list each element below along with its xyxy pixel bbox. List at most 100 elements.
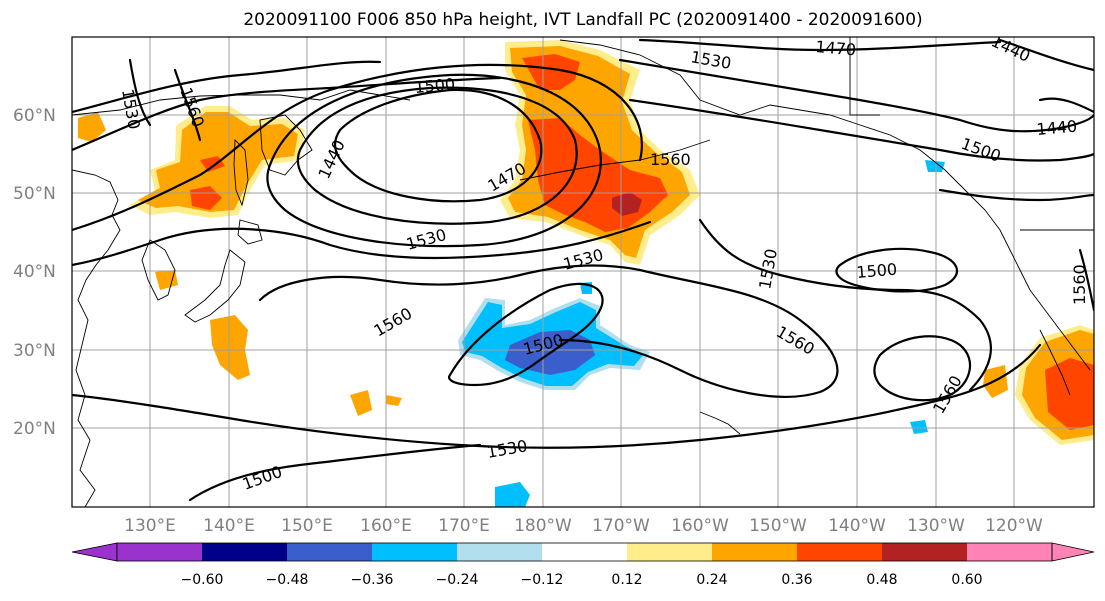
ivt-positive-region-kurils [78, 112, 106, 142]
contour-line [698, 218, 992, 392]
ivt-negative-region-alaska [925, 160, 945, 172]
contour-line [72, 76, 502, 152]
coast-japan [184, 249, 246, 323]
coast-north-america [999, 229, 1091, 371]
lat-label-20n: 20°N [13, 419, 56, 439]
contour-line [266, 73, 602, 248]
colorbar-segment [712, 543, 797, 561]
coast-aleutians [519, 139, 711, 181]
coast-alaska [559, 39, 1001, 231]
lon-label-170e: 170°E [438, 516, 490, 536]
contour-label: 1560 [1070, 264, 1089, 305]
longitude-labels: 130°E 140°E 150°E 160°E 170°E 180°W 170°… [124, 516, 1043, 536]
colorbar-segment [287, 543, 372, 561]
colorbar: −0.60 −0.48 −0.36 −0.24 −0.12 0.12 0.24 … [71, 542, 1095, 588]
colorbar-tick-label: −0.36 [351, 572, 394, 588]
contour-line [638, 38, 1002, 52]
contour-label: 1440 [1036, 117, 1078, 139]
ivt-positive-region-small-2 [386, 395, 402, 406]
contour-label: 1560 [650, 150, 691, 169]
contour-line [72, 63, 643, 232]
contour-line [873, 335, 971, 402]
lon-label-130w: 130°W [907, 516, 965, 536]
coast-korea [141, 239, 176, 301]
lon-label-130e: 130°E [124, 516, 176, 536]
contour-line [998, 38, 1094, 72]
ivt-positive-region-japan [210, 315, 250, 380]
map-panel: 1530 1560 1500 1470 1440 1440 1440 1500 … [71, 36, 1095, 508]
colorbar-tick-label: 0.48 [866, 572, 897, 588]
lon-label-120w: 120°W [985, 516, 1043, 536]
lon-label-140w: 140°W [828, 516, 886, 536]
figure-title: 2020091100 F006 850 hPa height, IVT Land… [243, 10, 922, 30]
colorbar-outline [116, 542, 1053, 562]
contour-line [628, 98, 1094, 162]
ivt-positive-region-northwest-red [190, 186, 222, 210]
contour-line [72, 343, 1042, 449]
contour-label: 1500 [414, 75, 456, 97]
colorbar-tick-label: −0.60 [181, 572, 224, 588]
colorbar-segment [117, 543, 202, 561]
ivt-negative-region-small-1 [910, 420, 928, 434]
contour-label: 1500 [856, 260, 898, 282]
contour-line [618, 58, 1094, 133]
ivt-positive-region-east-china [155, 270, 178, 290]
contour-line [835, 247, 958, 293]
colorbar-tick-label: 0.36 [781, 572, 812, 588]
colorbar-segment [457, 543, 542, 561]
coast-baja [1039, 329, 1071, 396]
colorbar-segment [202, 543, 287, 561]
contour-line [72, 60, 382, 114]
colorbar-segment [372, 543, 457, 561]
contour-line [173, 68, 202, 142]
border-alaska [849, 37, 880, 116]
lon-label-160w: 160°W [671, 516, 729, 536]
lon-label-170w: 170°W [592, 516, 650, 536]
lat-label-50n: 50°N [13, 184, 56, 204]
contour-line [296, 86, 578, 225]
colorbar-segment [882, 543, 967, 561]
coast-hokkaido [237, 219, 263, 245]
contour-line [128, 58, 152, 127]
coast-sakhalin [233, 138, 249, 207]
ivt-positive-region-central-darkred [612, 192, 642, 216]
lon-label-180w: 180°W [514, 516, 572, 536]
lon-label-150e: 150°E [281, 516, 333, 536]
ivt-positive-region-central-red [522, 54, 580, 90]
colorbar-extend-high [1051, 542, 1095, 562]
lon-label-140e: 140°E [203, 516, 255, 536]
colorbar-tick-label: 0.60 [951, 572, 982, 588]
latitude-labels: 60°N 50°N 40°N 30°N 20°N [13, 106, 56, 439]
lat-label-60n: 60°N [13, 106, 56, 126]
lat-label-30n: 30°N [13, 341, 56, 361]
lat-label-40n: 40°N [13, 262, 56, 282]
colorbar-extend-low [71, 542, 118, 562]
colorbar-tick-label: −0.48 [266, 572, 309, 588]
ivt-positive-region-nw-red2 [200, 156, 225, 172]
colorbar-tick-label: −0.24 [436, 572, 479, 588]
coast-asia [72, 169, 121, 507]
ivt-positive-region-small-1 [350, 390, 372, 416]
ivt-negative-region-south [495, 482, 530, 507]
map-frame [71, 36, 1095, 508]
contour-line [1038, 97, 1094, 114]
lon-label-160e: 160°E [360, 516, 412, 536]
contour-line [258, 264, 839, 398]
colorbar-tick-label: 0.12 [611, 572, 642, 588]
colorbar-tick-label: −0.12 [521, 572, 564, 588]
coast-hawaii [699, 411, 741, 435]
contour-line [1078, 248, 1094, 312]
contour-line [188, 443, 482, 502]
contour-line [938, 188, 1094, 202]
contour-line [333, 88, 543, 203]
colorbar-segment [627, 543, 712, 561]
lon-label-150w: 150°W [749, 516, 807, 536]
colorbar-segment [797, 543, 882, 561]
contour-line [72, 220, 652, 267]
colorbar-tick-label: 0.24 [696, 572, 727, 588]
colorbar-segment [542, 543, 627, 561]
colorbar-segment [967, 543, 1052, 561]
contour-line [448, 282, 604, 387]
contour-label: 1470 [815, 37, 857, 59]
